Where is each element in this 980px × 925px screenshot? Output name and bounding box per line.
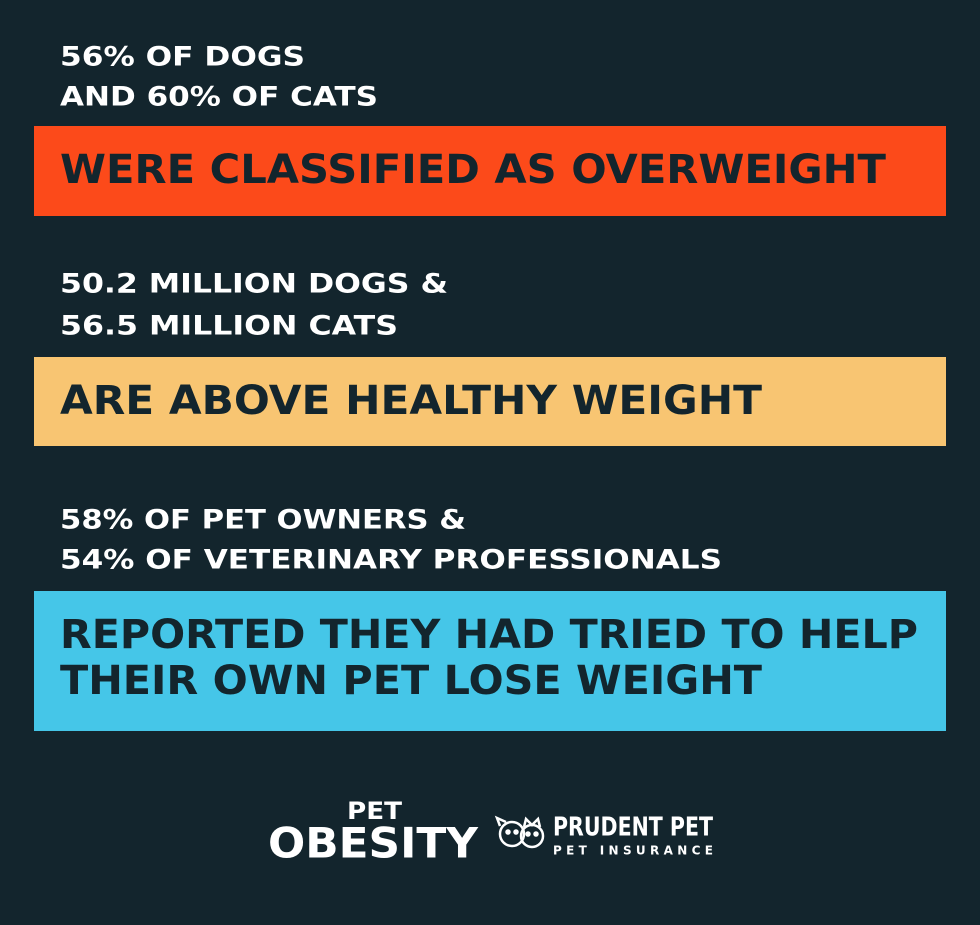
banner (34, 591, 946, 731)
banner (34, 126, 946, 216)
stat-line: 56.5 MILLION CATS (60, 311, 398, 342)
stat-line: 58% OF PET OWNERS & (60, 505, 466, 536)
banner-text: WERE CLASSIFIED AS OVERWEIGHT (60, 147, 887, 193)
stat-line: AND 60% OF CATS (60, 82, 378, 113)
stat-line: 56% OF DOGS (60, 42, 305, 73)
banner-text: ARE ABOVE HEALTHY WEIGHT (60, 378, 763, 424)
brand-name: PRUDENT PET (553, 813, 713, 843)
logo-top: PET (347, 797, 403, 825)
banner (34, 357, 946, 446)
banner-text: THEIR OWN PET LOSE WEIGHT (60, 658, 763, 704)
banner-text: REPORTED THEY HAD TRIED TO HELP (60, 612, 918, 658)
logo-bottom: OBESITY (268, 819, 479, 868)
brand-icon (494, 815, 545, 849)
stat-line: 50.2 MILLION DOGS & (60, 269, 448, 300)
stat-line: 54% OF VETERINARY PROFESSIONALS (60, 545, 722, 576)
